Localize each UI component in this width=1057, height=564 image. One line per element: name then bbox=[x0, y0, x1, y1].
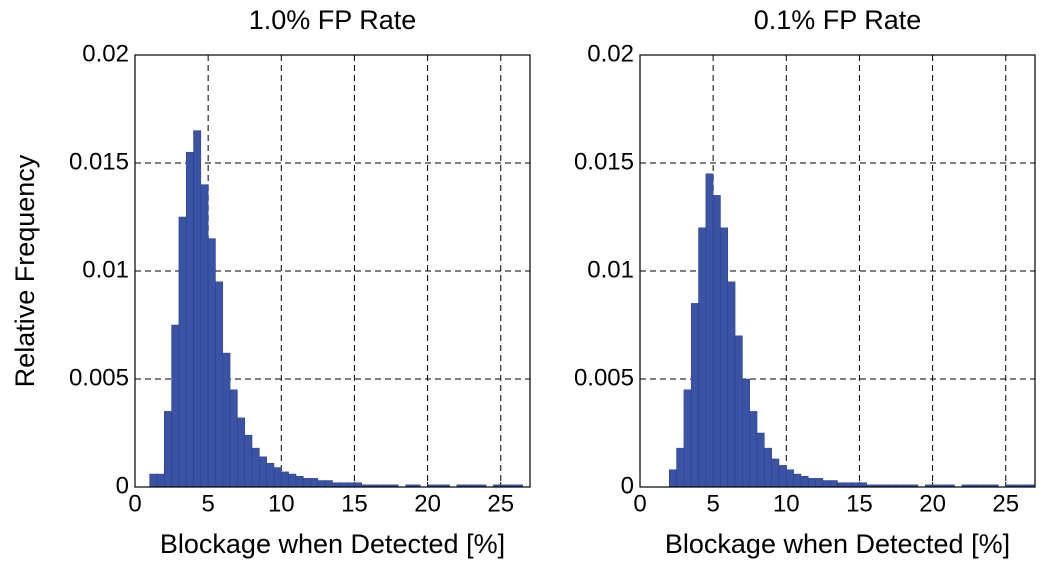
x-tick-label: 20 bbox=[919, 490, 946, 517]
bar bbox=[712, 195, 721, 488]
y-tick-label: 0.01 bbox=[587, 256, 634, 283]
bar bbox=[302, 478, 311, 488]
axes-frame bbox=[134, 54, 531, 488]
x-axis-label: Blockage when Detected [%] bbox=[665, 529, 1010, 559]
y-tick-label: 0.005 bbox=[69, 364, 129, 391]
bar bbox=[800, 475, 809, 488]
bar bbox=[669, 469, 677, 488]
y-tick-label: 0.015 bbox=[574, 148, 634, 175]
bar bbox=[288, 473, 297, 488]
x-axis-label: Blockage when Detected [%] bbox=[160, 529, 505, 559]
chart-title: 1.0% FP Rate bbox=[249, 5, 417, 35]
bar bbox=[742, 378, 750, 488]
x-tick-label: 20 bbox=[414, 490, 441, 517]
bar bbox=[156, 473, 165, 488]
bar bbox=[705, 173, 714, 488]
bar bbox=[164, 411, 172, 488]
bar bbox=[734, 335, 743, 488]
bar bbox=[317, 480, 326, 488]
y-tick-label: 0.01 bbox=[82, 256, 129, 283]
bar bbox=[207, 238, 216, 488]
bar bbox=[829, 480, 838, 488]
bar bbox=[822, 480, 831, 488]
bar bbox=[273, 467, 282, 488]
bar bbox=[786, 469, 794, 488]
x-tick-label: 10 bbox=[773, 490, 800, 517]
x-tick-label: 15 bbox=[341, 490, 368, 517]
bar bbox=[859, 482, 868, 488]
bar bbox=[354, 482, 363, 488]
y-tick-label: 0.005 bbox=[574, 364, 634, 391]
bar bbox=[720, 227, 729, 488]
bar bbox=[727, 281, 736, 488]
y-tick-label: 0.015 bbox=[69, 148, 129, 175]
bar bbox=[222, 352, 231, 488]
bar bbox=[764, 447, 772, 488]
bar bbox=[178, 216, 187, 488]
y-tick-label: 0.02 bbox=[82, 40, 129, 67]
bar bbox=[149, 473, 158, 488]
bar bbox=[844, 482, 853, 488]
bar bbox=[310, 478, 319, 488]
x-tick-label: 0 bbox=[633, 490, 646, 517]
x-tick-label: 25 bbox=[487, 490, 514, 517]
bar bbox=[749, 411, 758, 488]
bar bbox=[281, 471, 289, 488]
y-axis-label: Relative Frequency bbox=[10, 154, 40, 387]
bar bbox=[339, 482, 348, 488]
bar bbox=[193, 130, 202, 488]
bar bbox=[346, 482, 355, 488]
y-tick-label: 0 bbox=[621, 472, 634, 499]
y-tick-label: 0 bbox=[116, 472, 129, 499]
bar bbox=[200, 184, 209, 488]
bar bbox=[266, 462, 275, 488]
bar bbox=[237, 417, 245, 488]
bar bbox=[815, 478, 824, 488]
axes-frame bbox=[639, 54, 1036, 488]
bar bbox=[295, 475, 304, 488]
bar bbox=[171, 324, 180, 488]
bar bbox=[185, 151, 194, 488]
bar bbox=[215, 281, 224, 488]
bar bbox=[793, 473, 802, 488]
bar bbox=[756, 432, 765, 488]
bar bbox=[837, 482, 846, 488]
bar bbox=[771, 458, 780, 488]
bar bbox=[683, 389, 692, 488]
bar bbox=[698, 227, 707, 488]
bar bbox=[251, 447, 260, 488]
x-tick-label: 15 bbox=[846, 490, 873, 517]
bar bbox=[807, 478, 816, 488]
bar bbox=[259, 456, 267, 488]
bar bbox=[690, 303, 699, 488]
x-tick-label: 10 bbox=[268, 490, 295, 517]
x-tick-label: 5 bbox=[201, 490, 214, 517]
bar bbox=[229, 389, 238, 488]
chart-title: 0.1% FP Rate bbox=[754, 5, 922, 35]
x-tick-label: 0 bbox=[128, 490, 141, 517]
x-tick-label: 25 bbox=[992, 490, 1019, 517]
bar bbox=[324, 480, 333, 488]
bar bbox=[851, 482, 860, 488]
x-tick-label: 5 bbox=[706, 490, 719, 517]
bar bbox=[332, 482, 341, 488]
bar bbox=[778, 465, 787, 488]
y-tick-label: 0.02 bbox=[587, 40, 634, 67]
bar bbox=[676, 447, 685, 488]
bar bbox=[244, 434, 253, 488]
